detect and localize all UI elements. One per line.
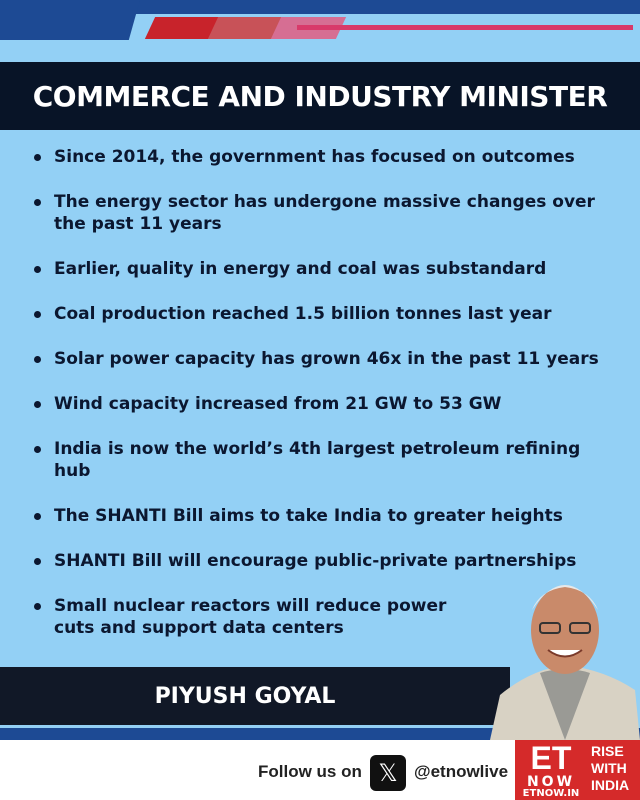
logo-tagline: RISE WITH INDIA	[591, 743, 629, 794]
et-now-logo: ET NOW ETNOW.IN RISE WITH INDIA	[515, 740, 640, 800]
list-item: Coal production reached 1.5 billion tonn…	[30, 303, 620, 325]
tagline-line: RISE	[591, 743, 624, 759]
list-item: Earlier, quality in energy and coal was …	[30, 258, 620, 280]
accent-line	[297, 25, 633, 30]
follow-text: Follow us on	[258, 762, 362, 781]
divider-strip	[0, 728, 640, 740]
list-item: Small nuclear reactors will reduce power…	[30, 595, 490, 639]
logo-et: ET	[530, 740, 572, 776]
top-decoration	[0, 0, 140, 40]
list-item: The energy sector has undergone massive …	[30, 191, 620, 235]
tagline-line: WITH	[591, 760, 627, 776]
page-title: COMMERCE AND INDUSTRY MINISTER	[32, 79, 608, 113]
list-item: India is now the world’s 4th largest pet…	[30, 438, 620, 482]
header-band: COMMERCE AND INDUSTRY MINISTER	[0, 62, 640, 130]
list-item: Since 2014, the government has focused o…	[30, 146, 620, 168]
x-logo-icon[interactable]: 𝕏	[370, 755, 406, 791]
social-handle[interactable]: @etnowlive	[414, 762, 509, 781]
list-item: The SHANTI Bill aims to take India to gr…	[30, 505, 620, 527]
speaker-band: PIYUSH GOYAL	[0, 667, 510, 725]
top-bar	[0, 0, 640, 14]
tagline-line: INDIA	[591, 777, 630, 793]
speaker-photo	[490, 585, 640, 740]
bullet-list: Since 2014, the government has focused o…	[30, 146, 620, 662]
list-item: Solar power capacity has grown 46x in th…	[30, 348, 620, 370]
speaker-name: PIYUSH GOYAL	[154, 683, 336, 709]
logo-now: NOW	[526, 774, 576, 790]
list-item: Wind capacity increased from 21 GW to 53…	[30, 393, 620, 415]
list-item: SHANTI Bill will encourage public-privat…	[30, 550, 620, 572]
logo-site: ETNOW.IN	[522, 788, 580, 799]
